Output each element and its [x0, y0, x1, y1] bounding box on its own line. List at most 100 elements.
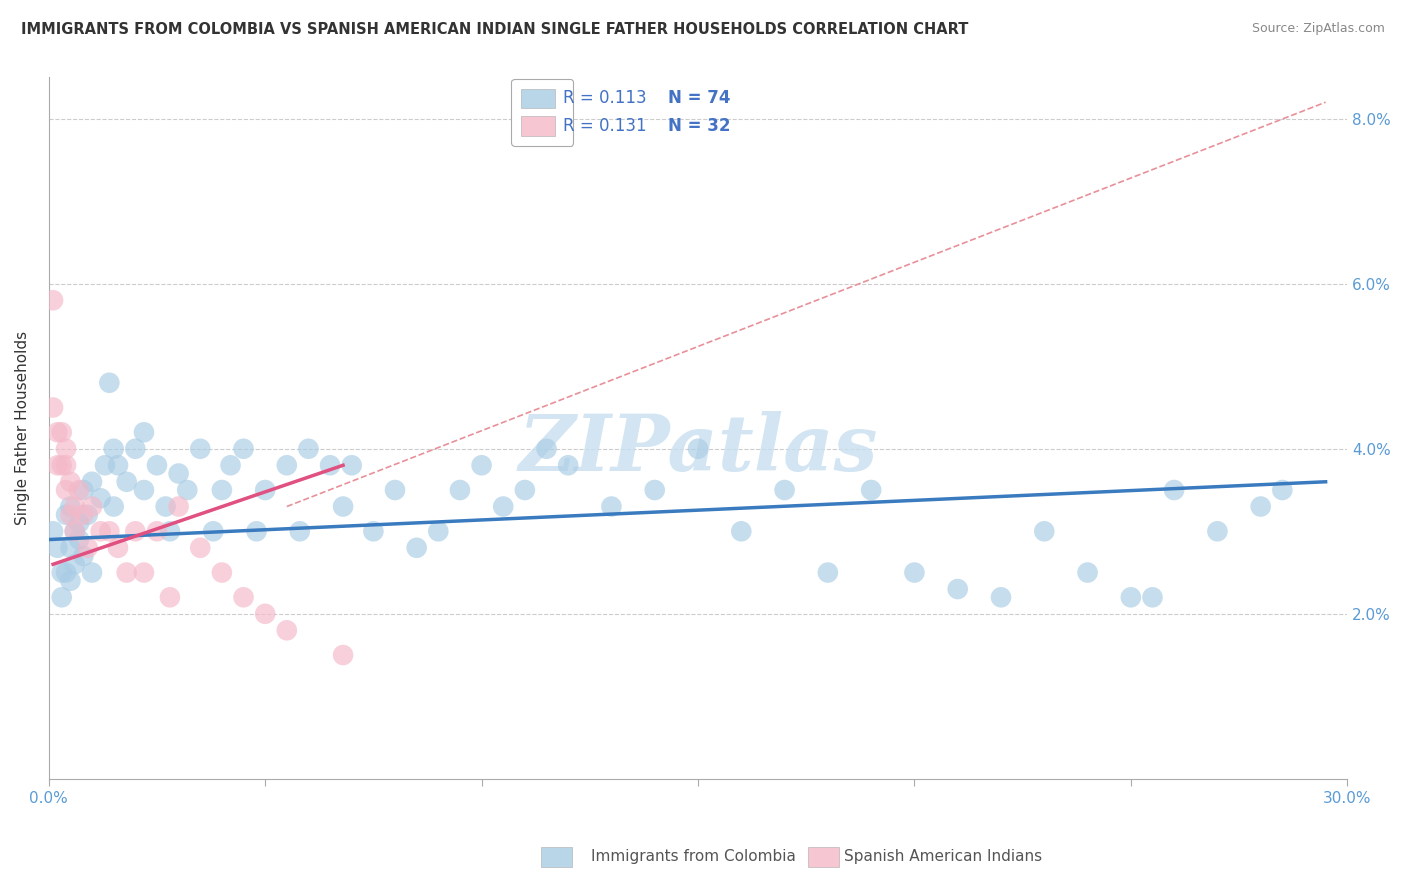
Point [98, 524, 121, 539]
Point [63, 500, 86, 514]
Point [59, 475, 82, 489]
Point [146, 524, 169, 539]
Point [51, 425, 73, 440]
Point [132, 425, 155, 440]
Point [1119, 591, 1142, 605]
Legend: , : , [512, 78, 574, 145]
Point [188, 442, 211, 456]
Point [90, 524, 112, 539]
Point [59, 500, 82, 514]
Point [59, 541, 82, 555]
Point [55, 442, 77, 456]
Point [67, 533, 90, 547]
Point [159, 591, 181, 605]
Point [219, 458, 242, 473]
Point [63, 558, 86, 572]
Point [146, 458, 169, 473]
Point [76, 541, 98, 555]
Point [103, 442, 125, 456]
Point [188, 541, 211, 555]
Point [211, 483, 233, 497]
Point [124, 524, 146, 539]
Point [1163, 483, 1185, 497]
Point [471, 458, 494, 473]
Point [1077, 566, 1099, 580]
Point [817, 566, 839, 580]
Point [155, 500, 177, 514]
Text: R = 0.113: R = 0.113 [562, 89, 647, 107]
Point [384, 483, 406, 497]
Text: IMMIGRANTS FROM COLOMBIA VS SPANISH AMERICAN INDIAN SINGLE FATHER HOUSEHOLDS COR: IMMIGRANTS FROM COLOMBIA VS SPANISH AMER… [21, 22, 969, 37]
Point [332, 500, 354, 514]
Point [67, 516, 90, 530]
Point [773, 483, 796, 497]
Point [492, 500, 515, 514]
Point [90, 491, 112, 506]
Point [55, 566, 77, 580]
Point [1033, 524, 1056, 539]
Point [159, 524, 181, 539]
Point [946, 582, 969, 596]
Point [115, 475, 138, 489]
Point [686, 442, 709, 456]
Point [59, 574, 82, 588]
Point [46, 425, 69, 440]
Point [124, 442, 146, 456]
Point [132, 566, 155, 580]
Point [254, 607, 277, 621]
Point [276, 458, 298, 473]
Point [1142, 591, 1164, 605]
Point [76, 508, 98, 522]
Point [513, 483, 536, 497]
Point [990, 591, 1012, 605]
Point [232, 591, 254, 605]
Point [72, 508, 94, 522]
Point [94, 458, 117, 473]
Point [245, 524, 267, 539]
Point [557, 458, 579, 473]
Point [98, 376, 121, 390]
Point [80, 475, 103, 489]
Point [51, 566, 73, 580]
Text: N = 74: N = 74 [668, 89, 731, 107]
Point [340, 458, 363, 473]
Point [405, 541, 427, 555]
Point [1206, 524, 1229, 539]
Point [72, 549, 94, 563]
Point [42, 524, 65, 539]
Point [167, 500, 190, 514]
Text: Spanish American Indians: Spanish American Indians [844, 849, 1042, 863]
Point [211, 566, 233, 580]
Point [202, 524, 225, 539]
Point [51, 458, 73, 473]
Text: R = 0.131: R = 0.131 [562, 117, 647, 135]
Point [132, 483, 155, 497]
Point [536, 442, 558, 456]
Point [51, 591, 73, 605]
Point [46, 541, 69, 555]
Point [427, 524, 450, 539]
Point [232, 442, 254, 456]
Point [363, 524, 385, 539]
Point [297, 442, 319, 456]
Point [59, 508, 82, 522]
Point [319, 458, 342, 473]
Point [449, 483, 471, 497]
Point [903, 566, 925, 580]
Point [103, 500, 125, 514]
Point [644, 483, 666, 497]
Point [107, 458, 129, 473]
Point [288, 524, 311, 539]
Point [63, 524, 86, 539]
Text: Immigrants from Colombia: Immigrants from Colombia [591, 849, 796, 863]
Point [254, 483, 277, 497]
Point [332, 648, 354, 662]
Point [42, 401, 65, 415]
Point [167, 467, 190, 481]
Point [42, 293, 65, 308]
Point [80, 500, 103, 514]
Point [46, 458, 69, 473]
Point [1271, 483, 1294, 497]
Point [600, 500, 623, 514]
Point [730, 524, 752, 539]
